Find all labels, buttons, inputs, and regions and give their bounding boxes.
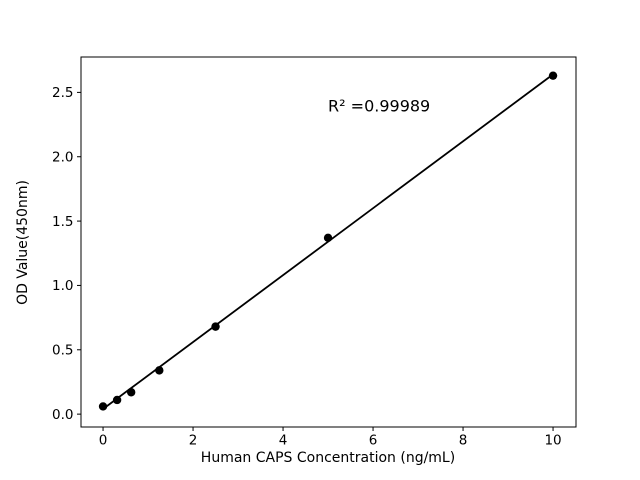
data-point (211, 322, 220, 331)
data-point (548, 71, 558, 80)
x-tick-label: 2 (189, 433, 198, 449)
data-point (323, 233, 333, 243)
y-tick-label: 0.5 (52, 342, 73, 358)
r-squared-annotation: R² =0.99989 (328, 97, 430, 116)
x-tick-label: 8 (459, 433, 468, 449)
x-tick-label: 4 (279, 433, 288, 449)
y-tick-label: 1.5 (52, 214, 73, 230)
y-tick-label: 2.5 (52, 85, 73, 101)
y-tick-label: 2.0 (52, 149, 73, 165)
data-point (126, 388, 136, 397)
x-tick-label: 10 (544, 433, 561, 449)
x-tick-label: 6 (369, 433, 378, 449)
y-tick-label: 1.0 (52, 278, 73, 294)
data-point (112, 395, 122, 405)
x-axis-label: Human CAPS Concentration (ng/mL) (201, 450, 455, 466)
y-axis-label: OD Value(450nm) (15, 180, 31, 305)
data-point (98, 402, 108, 411)
data-point (155, 366, 164, 375)
y-tick-label: 0.0 (52, 407, 73, 423)
x-tick-label: 0 (99, 433, 108, 449)
